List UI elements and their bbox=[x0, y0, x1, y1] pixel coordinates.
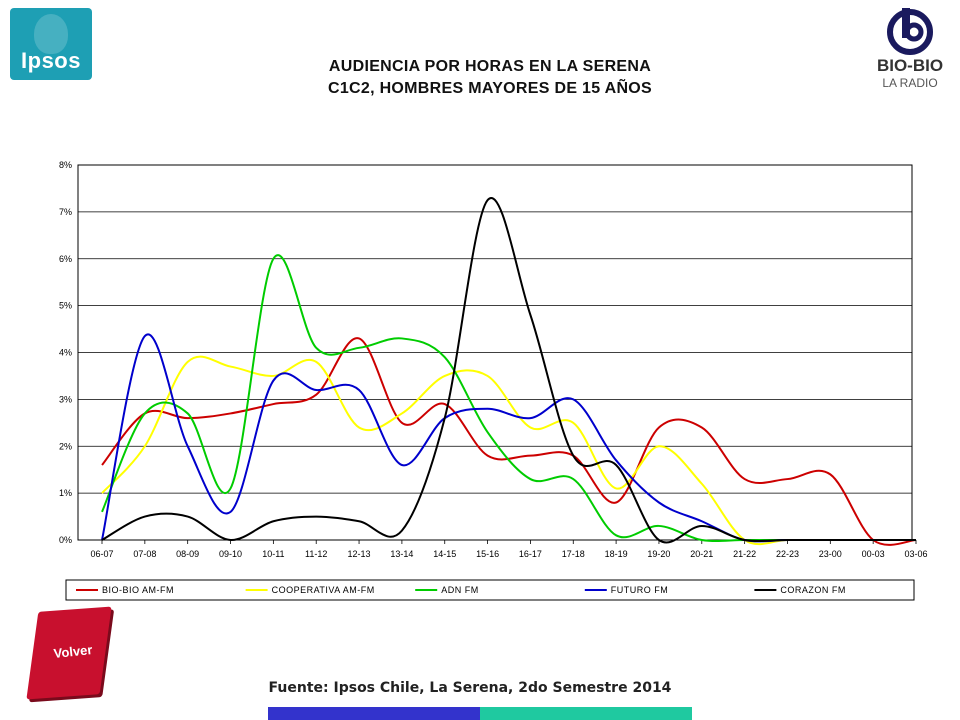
x-tick-label: 00-03 bbox=[862, 549, 885, 559]
y-tick-label: 2% bbox=[59, 441, 72, 451]
x-tick-label: 17-18 bbox=[562, 549, 585, 559]
x-tick-label: 11-12 bbox=[305, 549, 327, 559]
chart-title-line1: AUDIENCIA POR HORAS EN LA SERENA bbox=[328, 58, 652, 75]
bio-bio-icon bbox=[887, 8, 933, 55]
x-tick-label: 23-00 bbox=[819, 549, 842, 559]
x-tick-label: 10-11 bbox=[262, 549, 284, 559]
volver-button[interactable]: Volver bbox=[18, 600, 118, 705]
legend-box bbox=[65, 579, 915, 601]
y-tick-label: 6% bbox=[59, 254, 72, 264]
legend-label: FUTURO FM bbox=[611, 585, 669, 595]
bio-bio-logo-text: BIO-BIO bbox=[876, 56, 944, 75]
y-tick-label: 0% bbox=[59, 535, 72, 545]
series-line bbox=[101, 197, 916, 544]
x-tick-label: 20-21 bbox=[690, 549, 713, 559]
x-tick-label: 06-07 bbox=[90, 549, 113, 559]
y-tick-label: 3% bbox=[59, 394, 72, 404]
bio-bio-logo-subtext: LA RADIO bbox=[882, 76, 938, 90]
footer-bar-blue bbox=[268, 707, 480, 720]
y-tick-label: 4% bbox=[59, 348, 72, 358]
x-tick-label: 22-23 bbox=[776, 549, 799, 559]
x-tick-label: 14-15 bbox=[433, 549, 456, 559]
legend-label: CORAZON FM bbox=[780, 585, 846, 595]
ipsos-logo-text: Ipsos bbox=[21, 48, 81, 73]
series-line bbox=[101, 355, 916, 546]
x-tick-label: 08-09 bbox=[176, 549, 199, 559]
y-tick-label: 8% bbox=[59, 160, 72, 170]
series-line bbox=[101, 337, 917, 546]
x-tick-label: 13-14 bbox=[390, 549, 413, 559]
x-tick-label: 19-20 bbox=[647, 549, 670, 559]
y-tick-label: 5% bbox=[59, 301, 72, 311]
bio-bio-logo: BIO-BIO LA RADIO bbox=[874, 6, 946, 98]
footer-bar-teal bbox=[480, 707, 692, 720]
x-tick-label: 07-08 bbox=[133, 549, 156, 559]
legend-label: COOPERATIVA AM-FM bbox=[272, 585, 375, 595]
ipsos-logo: Ipsos bbox=[10, 8, 92, 80]
x-tick-label: 21-22 bbox=[733, 549, 756, 559]
legend-label: BIO-BIO AM-FM bbox=[102, 585, 174, 595]
ipsos-head-icon bbox=[34, 14, 68, 54]
x-tick-label: 12-13 bbox=[348, 549, 371, 559]
chart-title-line2: C1C2, HOMBRES MAYORES DE 15 AÑOS bbox=[327, 80, 653, 97]
x-tick-label: 18-19 bbox=[605, 549, 628, 559]
source-note: Fuente: Ipsos Chile, La Serena, 2do Seme… bbox=[268, 680, 672, 696]
legend-label: ADN FM bbox=[441, 585, 479, 595]
x-tick-label: 15-16 bbox=[476, 549, 499, 559]
x-tick-label: 03-06 bbox=[904, 549, 927, 559]
y-tick-label: 7% bbox=[59, 207, 72, 217]
y-tick-label: 1% bbox=[59, 488, 72, 498]
x-tick-label: 09-10 bbox=[219, 549, 242, 559]
x-tick-label: 16-17 bbox=[519, 549, 542, 559]
